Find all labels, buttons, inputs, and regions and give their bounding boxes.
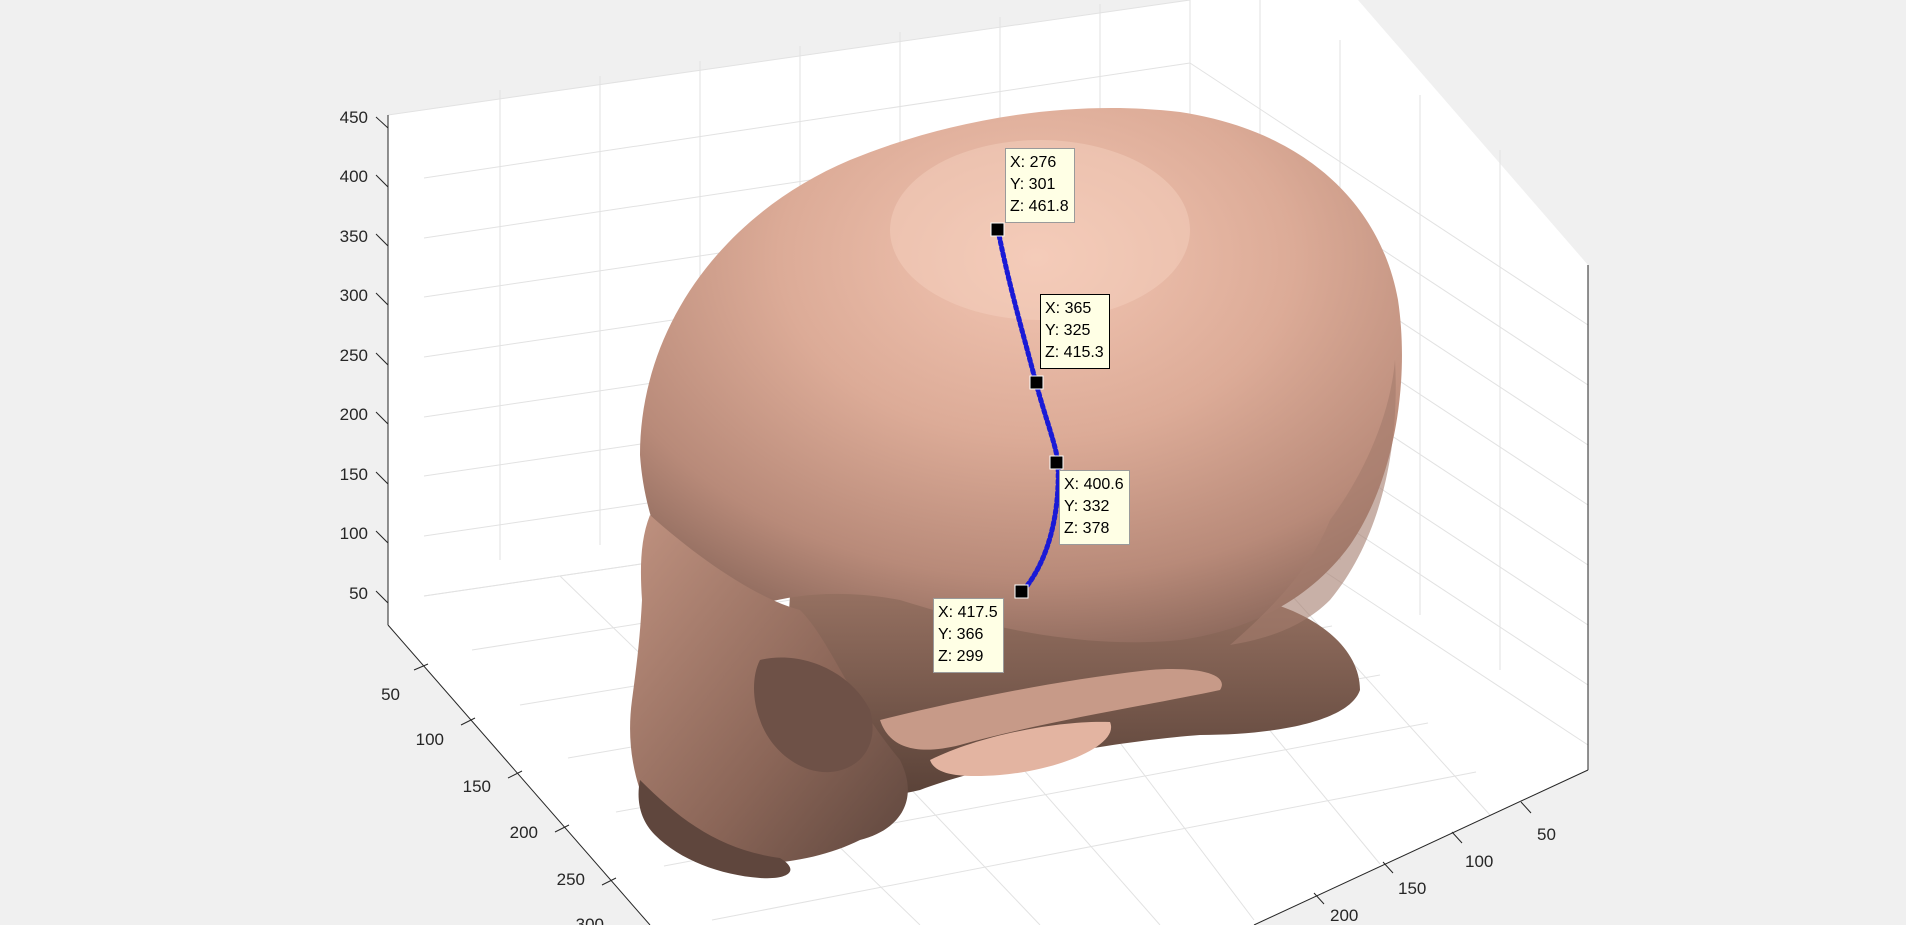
datatip-marker[interactable]: [1029, 375, 1044, 390]
y-tick-labels: 50 100 150 200 250 300: [381, 685, 604, 925]
z-tick-label: 150: [340, 465, 368, 484]
cranium-highlight: [890, 140, 1190, 320]
z-tick-labels: 450 400 350 300 250 200 150 100 50: [340, 108, 368, 603]
x-tick-label: 200: [1330, 906, 1358, 925]
z-tick-label: 350: [340, 227, 368, 246]
orbit: [754, 657, 873, 773]
datatip-x: X: 276: [1010, 154, 1057, 171]
datatip-x: X: 400.6: [1064, 476, 1124, 493]
datatip-y: Y: 332: [1064, 498, 1110, 515]
z-tick-marks: [375, 116, 389, 604]
maxilla: [638, 780, 791, 879]
axis-lines: [387, 115, 1589, 925]
x-tick-label: 100: [1465, 852, 1493, 871]
x-tick-label: 150: [1398, 879, 1426, 898]
datatip[interactable]: X: 400.6 Y: 332 Z: 378: [1059, 470, 1130, 545]
zygomatic-arch: [880, 669, 1222, 750]
z-tick-label: 50: [349, 584, 368, 603]
temporal-fossa: [930, 721, 1112, 777]
x-tick-labels: 50 100 150 200: [1330, 825, 1556, 925]
datatip-x: X: 365: [1045, 300, 1092, 317]
y-tick-label: 50: [381, 685, 400, 704]
skull-surface[interactable]: [630, 108, 1402, 879]
datatip-marker[interactable]: [990, 222, 1005, 237]
y-tick-label: 250: [557, 870, 585, 889]
y-tick-marks: [413, 663, 617, 886]
z-tick-label: 450: [340, 108, 368, 127]
measurement-curve[interactable]: [995, 227, 1061, 595]
datatip-z: Z: 461.8: [1010, 198, 1069, 215]
occipital-shadow: [1230, 360, 1396, 645]
z-tick-label: 200: [340, 405, 368, 424]
datatip-x: X: 417.5: [938, 604, 998, 621]
z-tick-label: 400: [340, 167, 368, 186]
y-tick-label: 200: [510, 823, 538, 842]
y-tick-label: 100: [416, 730, 444, 749]
datatip-z: Z: 415.3: [1045, 344, 1104, 361]
x-tick-label: 50: [1537, 825, 1556, 844]
datatip[interactable]: X: 417.5 Y: 366 Z: 299: [933, 598, 1004, 673]
datatip[interactable]: X: 276 Y: 301 Z: 461.8: [1005, 148, 1075, 223]
datatip-y: Y: 301: [1010, 176, 1056, 193]
x-tick-marks: [1313, 801, 1532, 905]
datatip-selected[interactable]: X: 365 Y: 325 Z: 415.3: [1040, 294, 1110, 369]
datatip-z: Z: 378: [1064, 520, 1110, 537]
z-tick-label: 250: [340, 346, 368, 365]
datatip-marker[interactable]: [1049, 455, 1064, 470]
cranium: [640, 108, 1402, 643]
y-tick-label: 300: [576, 915, 604, 925]
datatip-y: Y: 325: [1045, 322, 1091, 339]
datatip-y: Y: 366: [938, 626, 984, 643]
datatip-marker[interactable]: [1014, 584, 1029, 599]
datatip-z: Z: 299: [938, 648, 984, 665]
z-tick-label: 100: [340, 524, 368, 543]
y-tick-label: 150: [463, 777, 491, 796]
z-tick-label: 300: [340, 286, 368, 305]
